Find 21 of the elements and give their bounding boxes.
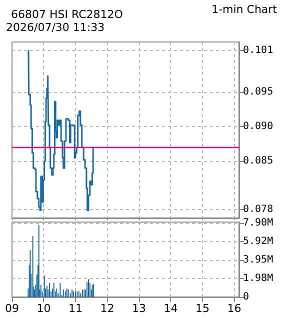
y-tick-label: 0	[243, 292, 250, 302]
text: 2026/07/30 11:33	[6, 21, 105, 34]
x-tick-label: 15	[195, 302, 210, 315]
x-tick-label: 09	[5, 302, 19, 315]
chart-title: 66807 HSI RC2812O	[11, 8, 124, 21]
y-tick-label: 3.95M	[243, 254, 274, 266]
y-tick-label: 5.92M	[243, 236, 274, 248]
x-tick-label: 16	[227, 302, 242, 315]
text: 1-min Chart	[212, 3, 278, 16]
y-tick-label: 1.98M	[243, 272, 274, 284]
x-tick-label: 12	[100, 302, 114, 315]
y-tick-label: 7.90M	[243, 218, 274, 228]
y-tick-label: 0.101	[243, 44, 274, 56]
y-tick-label: 0.095	[243, 86, 274, 98]
x-tick-label: 14	[164, 302, 178, 315]
y-tick-label: 0.078	[243, 204, 274, 216]
y-tick-label: 0.085	[243, 156, 274, 167]
x-tick-label: 13	[132, 302, 146, 315]
y-tick-label: 0.090	[243, 121, 274, 132]
x-tick-label: 10	[36, 302, 51, 315]
x-tick-label: 11	[68, 302, 82, 315]
